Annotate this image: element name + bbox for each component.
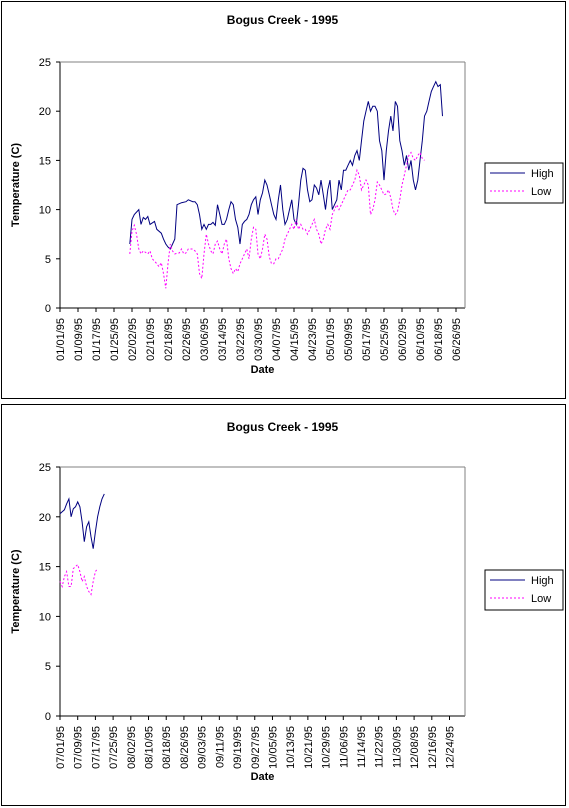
- chart-1-x-tick-label: 04/15/95: [289, 318, 301, 361]
- chart-2-x-tick-label: 08/02/95: [126, 726, 138, 769]
- chart-1-x-tick-label: 03/30/95: [253, 318, 265, 361]
- chart-1-x-tick-label: 05/09/95: [343, 318, 355, 361]
- chart-2-x-tick-label: 07/17/95: [90, 726, 102, 769]
- chart-2-x-tick-label: 10/13/95: [285, 726, 297, 769]
- chart-1-x-tick-label: 01/25/95: [109, 318, 121, 361]
- chart-1-x-tick-label: 05/17/95: [361, 318, 373, 361]
- chart-1-x-tick-label: 02/26/95: [181, 318, 193, 361]
- chart-1-y-tick-label: 5: [45, 254, 51, 266]
- chart-2-x-tick-label: 11/14/95: [356, 726, 368, 768]
- chart-panel-2: Bogus Creek - 1995 0 5 10 15 20 25 07/01/95 07/0…: [1, 404, 566, 806]
- chart-2-x-tick-label: 10/21/95: [303, 726, 315, 769]
- chart-2-x-tick-label: 09/11/95: [214, 726, 226, 768]
- chart-2-x-tick-label: 11/22/95: [374, 726, 386, 768]
- chart-2-x-tick-label: 07/25/95: [108, 726, 120, 769]
- chart-2-series-high-line: [59, 493, 105, 549]
- chart-1-x-tick-label: 01/01/95: [55, 318, 67, 361]
- chart-2-x-tick-label: 08/18/95: [161, 726, 173, 769]
- chart-1-x-tick-label: 01/09/95: [73, 318, 85, 361]
- chart-1-x-tick-label: 04/23/95: [307, 318, 319, 361]
- chart-1-x-tick-label: 02/18/95: [163, 318, 175, 361]
- chart-1-x-tick-label: 02/02/95: [127, 318, 139, 361]
- chart-2-x-tick-label: 12/24/95: [445, 726, 457, 769]
- chart-1-x-tick-label: 03/22/95: [235, 318, 247, 361]
- chart-1-y-tick-label: 10: [39, 205, 51, 217]
- chart-1-x-tick-label: 06/18/95: [433, 318, 445, 361]
- chart-1-x-axis-label: Date: [251, 364, 275, 376]
- chart-1-x-tick-label: 06/26/95: [451, 318, 463, 361]
- chart-1-x-tick-label: 04/07/95: [271, 318, 283, 361]
- chart-1-series-high-line: [129, 80, 443, 250]
- chart-2-x-tick-label: 07/09/95: [73, 726, 85, 769]
- chart-1-x-tick-label: 01/17/95: [91, 318, 103, 361]
- chart-2-y-axis-label: Temperature (C): [10, 549, 22, 633]
- chart-1-y-tick-label: 0: [45, 303, 51, 315]
- chart-2-x-tick-label: 11/30/95: [391, 726, 403, 768]
- chart-1-x-tick-label: 05/25/95: [379, 318, 391, 361]
- chart-2-y-tick-label: 20: [39, 512, 51, 524]
- chart-2-series-low-line: [59, 563, 99, 596]
- chart-1-y-tick-label: 20: [39, 106, 51, 118]
- chart-2-title: Bogus Creek - 1995: [227, 420, 339, 434]
- chart-1-legend-label-high: High: [531, 168, 554, 180]
- chart-1-legend-box: [484, 162, 564, 204]
- chart-2-y-tick-label: 15: [39, 562, 51, 574]
- chart-1-x-tick-label: 02/10/95: [145, 318, 157, 361]
- chart-1-svg: Bogus Creek - 1995 0 5 10 15 20 25 01/01/95 01/0…: [10, 13, 564, 376]
- chart-2-x-tick-label: 12/16/95: [427, 726, 439, 769]
- chart-2-legend-label-low: Low: [531, 593, 551, 605]
- chart-1-y-tick-label: 25: [39, 57, 51, 69]
- chart-2-x-tick-label: 09/19/95: [232, 726, 244, 769]
- chart-2-y-tick-label: 5: [45, 661, 51, 673]
- chart-2-legend-label-high: High: [531, 575, 554, 587]
- chart-2-x-tick-label: 08/10/95: [144, 726, 156, 769]
- chart-panel-1: Bogus Creek - 1995 0 5 10 15 20 25 01/01/95 01/0…: [1, 1, 566, 399]
- chart-2-x-tick-label: 10/29/95: [321, 726, 333, 769]
- chart-1-y-axis-label: Temperature (C): [10, 143, 22, 227]
- chart-1-x-tick-label: 03/06/95: [199, 318, 211, 361]
- chart-1-x-tick-label: 05/01/95: [325, 318, 337, 361]
- chart-2-x-tick-label: 08/26/95: [179, 726, 191, 769]
- chart-2-x-tick-label: 09/27/95: [250, 726, 262, 769]
- chart-1-x-tick-label: 06/02/95: [397, 318, 409, 361]
- chart-2-x-tick-label: 11/06/95: [338, 726, 350, 768]
- chart-2-legend-box: [484, 569, 564, 611]
- chart-2-x-axis-label: Date: [251, 771, 275, 783]
- chart-1-x-tick-label: 03/14/95: [217, 318, 229, 361]
- chart-2-x-tick-label: 09/03/95: [197, 726, 209, 769]
- chart-1-y-tick-label: 15: [39, 155, 51, 167]
- chart-1-series-low-line: [129, 151, 425, 289]
- chart-2-y-tick-label: 25: [39, 462, 51, 474]
- chart-2-svg: Bogus Creek - 1995 0 5 10 15 20 25 07/01/95 07/0…: [10, 420, 564, 783]
- chart-1-title: Bogus Creek - 1995: [227, 13, 339, 27]
- chart-2-y-tick-label: 10: [39, 611, 51, 623]
- chart-1-x-tick-label: 06/10/95: [415, 318, 427, 361]
- chart-2-x-tick-label: 10/05/95: [267, 726, 279, 769]
- chart-2-x-tick-label: 07/01/95: [55, 726, 67, 769]
- chart-1-legend-label-low: Low: [531, 186, 551, 198]
- chart-2-x-tick-label: 12/08/95: [409, 726, 421, 769]
- chart-2-y-tick-label: 0: [45, 711, 51, 723]
